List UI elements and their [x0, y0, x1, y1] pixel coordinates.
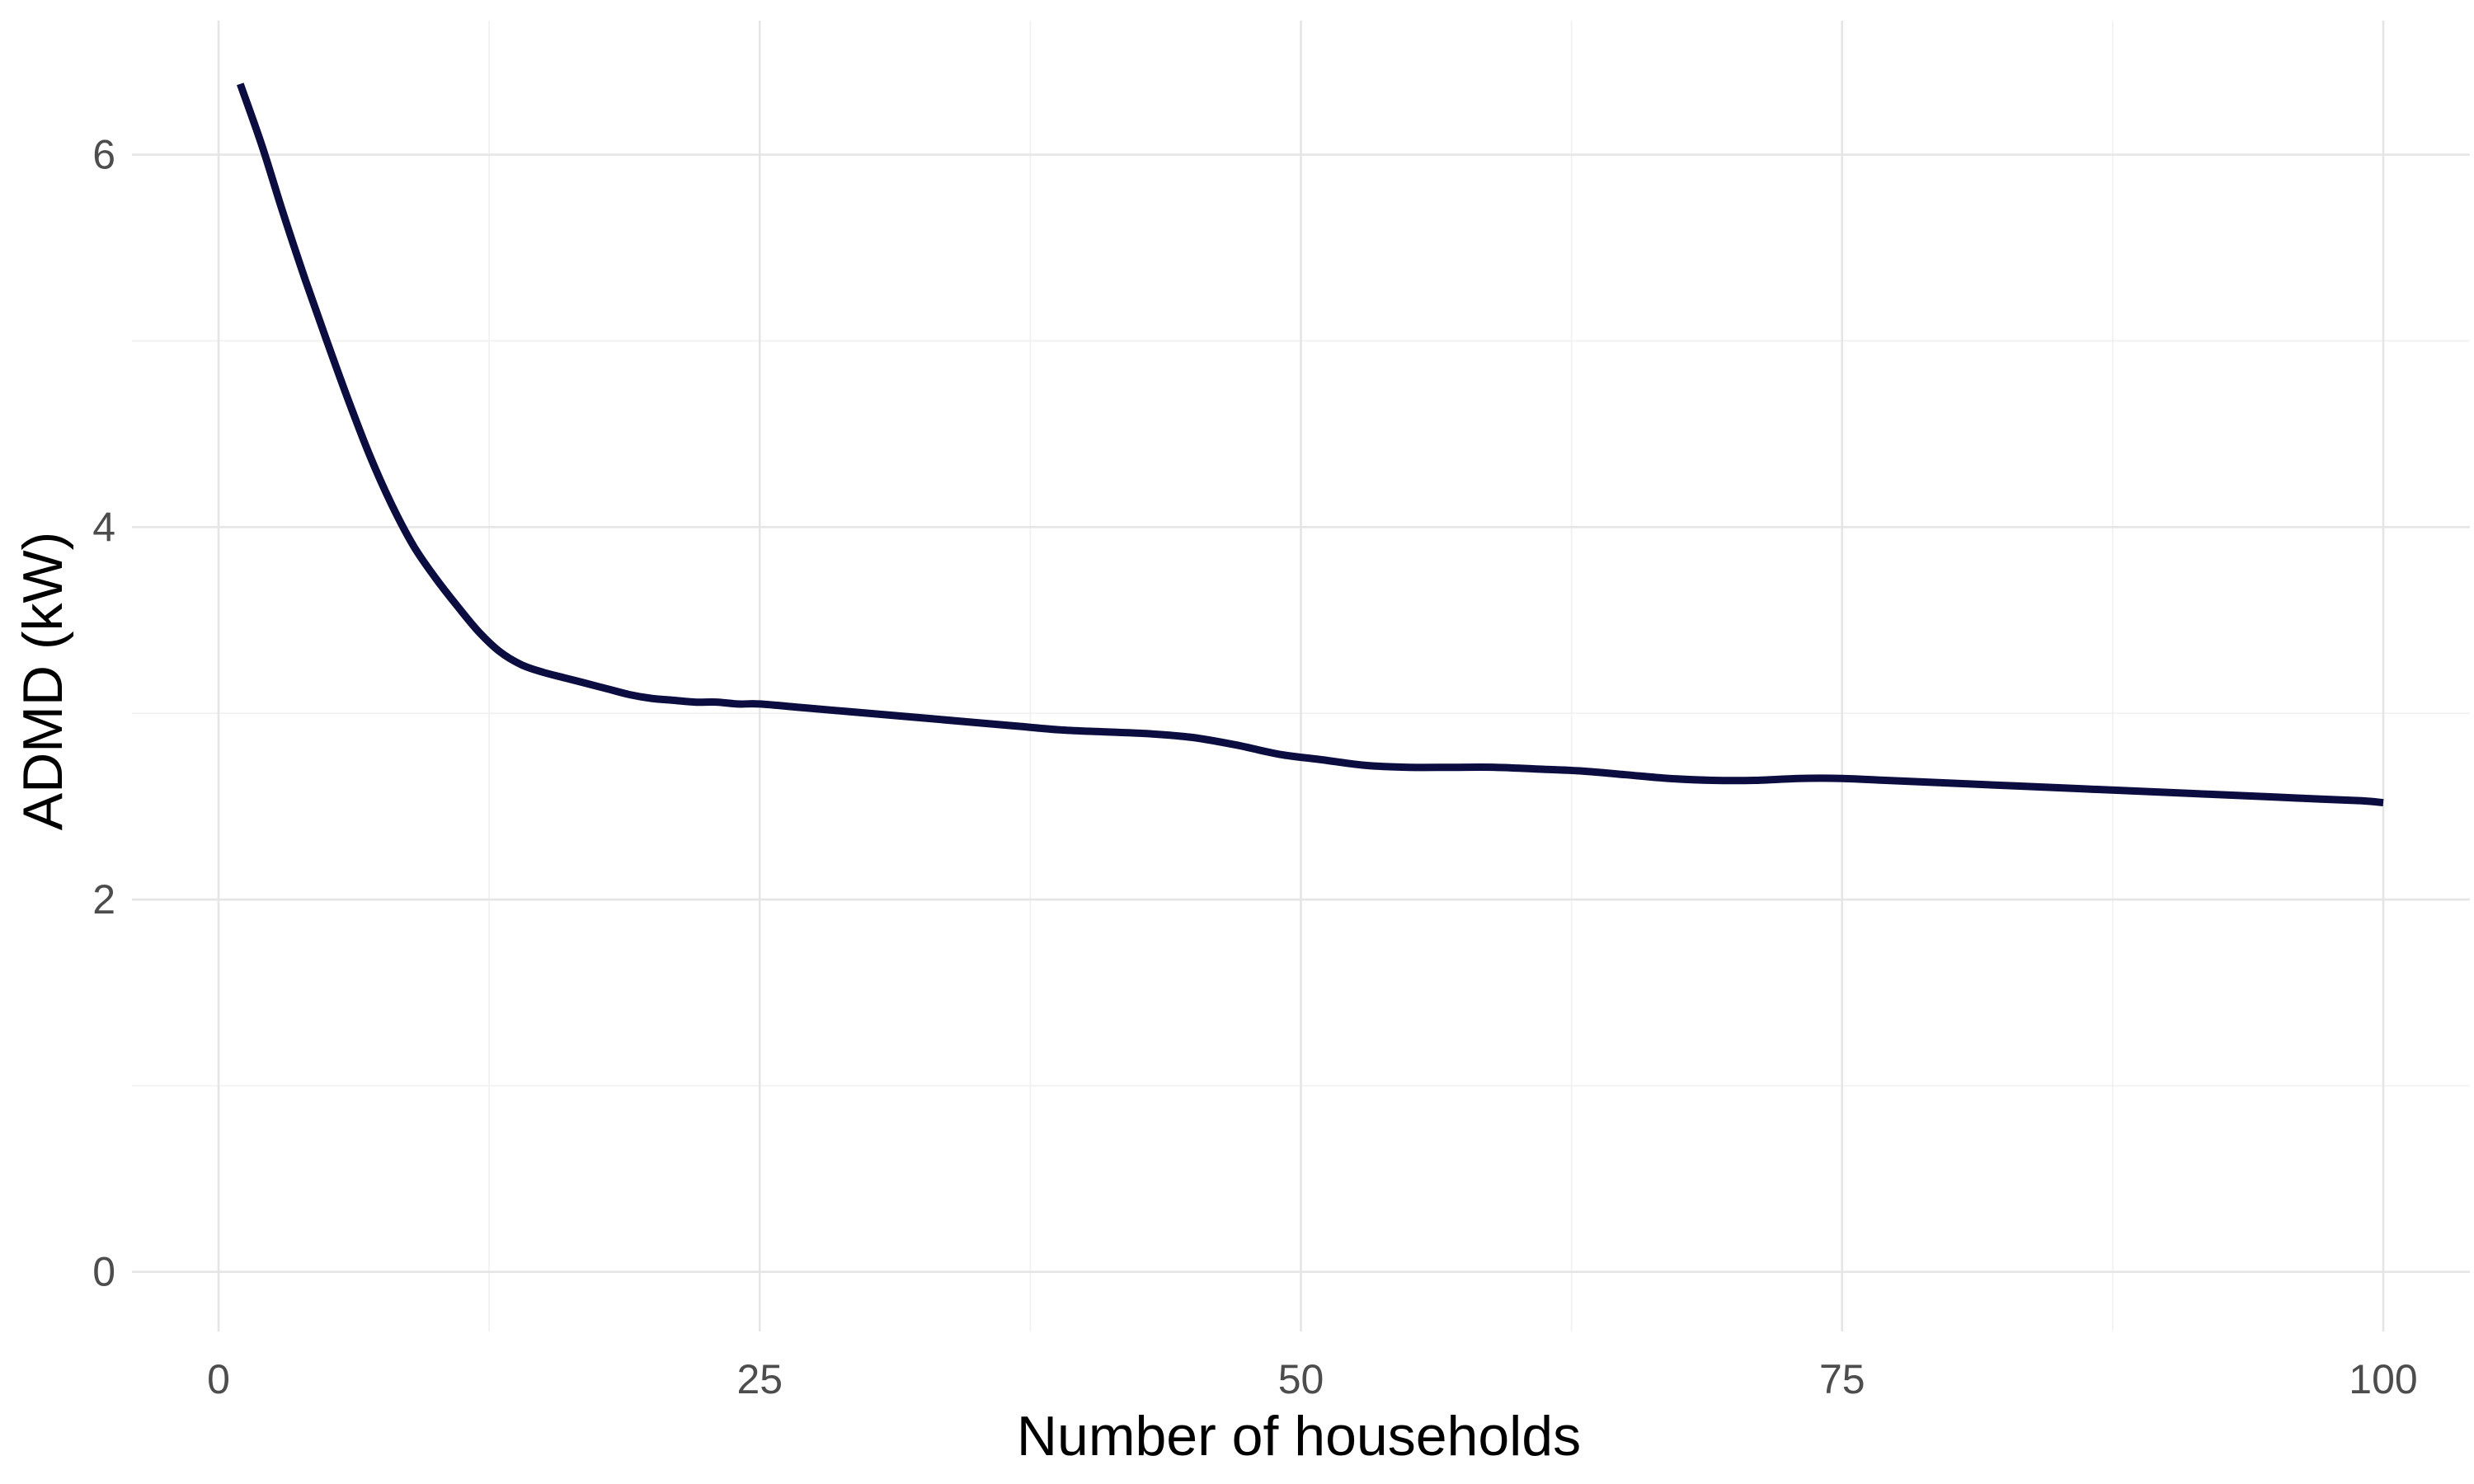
x-tick-label: 100 [2349, 1356, 2417, 1402]
x-tick-label: 25 [736, 1356, 783, 1402]
x-tick-label: 75 [1819, 1356, 1865, 1402]
series-line [237, 82, 2384, 807]
series-group [237, 82, 2384, 807]
x-axis-tick-labels: 0 25 50 75 100 [207, 1356, 2418, 1402]
x-tick-label: 0 [207, 1356, 230, 1402]
y-tick-label: 6 [92, 132, 115, 178]
x-tick-label: 50 [1278, 1356, 1324, 1402]
x-axis-title: Number of households [1017, 1405, 1581, 1468]
y-tick-label: 2 [92, 876, 115, 923]
y-axis-tick-labels: 0 2 4 6 [92, 132, 115, 1295]
major-gridlines [132, 21, 2470, 1331]
y-axis-title: ADMD (kW) [12, 532, 74, 831]
y-tick-label: 0 [92, 1249, 115, 1295]
y-tick-label: 4 [92, 504, 115, 550]
